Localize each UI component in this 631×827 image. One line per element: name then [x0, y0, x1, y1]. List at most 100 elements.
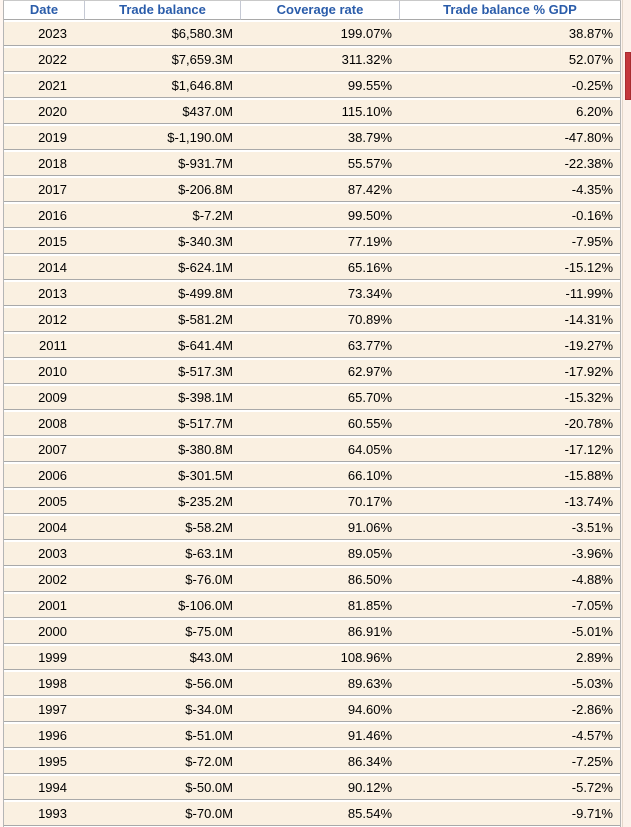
- cell-date: 2001: [4, 594, 84, 618]
- cell-gdp_pct: 38.87%: [399, 22, 620, 46]
- table-row: 2018 $-931.7M 55.57% -22.38%: [4, 152, 620, 176]
- table-row: 2011 $-641.4M 63.77% -19.27%: [4, 334, 620, 358]
- cell-gdp_pct: -15.12%: [399, 256, 620, 280]
- table-row: 2019 $-1,190.0M 38.79% -47.80%: [4, 126, 620, 150]
- cell-gdp_pct: 52.07%: [399, 48, 620, 72]
- cell-date: 2021: [4, 74, 84, 98]
- cell-gdp_pct: -19.27%: [399, 334, 620, 358]
- cell-trade_balance: $-76.0M: [84, 568, 240, 592]
- table-row: 2023 $6,580.3M 199.07% 38.87%: [4, 22, 620, 46]
- cell-trade_balance: $1,646.8M: [84, 74, 240, 98]
- table-row: 1993 $-70.0M 85.54% -9.71%: [4, 802, 620, 826]
- cell-gdp_pct: -17.92%: [399, 360, 620, 384]
- cell-gdp_pct: -3.51%: [399, 516, 620, 540]
- cell-coverage_rate: 86.91%: [240, 620, 399, 644]
- table-row: 1995 $-72.0M 86.34% -7.25%: [4, 750, 620, 774]
- cell-date: 2014: [4, 256, 84, 280]
- cell-coverage_rate: 91.46%: [240, 724, 399, 748]
- cell-date: 2005: [4, 490, 84, 514]
- cell-trade_balance: $-51.0M: [84, 724, 240, 748]
- cell-coverage_rate: 89.05%: [240, 542, 399, 566]
- cell-trade_balance: $-340.3M: [84, 230, 240, 254]
- cell-trade_balance: $-398.1M: [84, 386, 240, 410]
- cell-coverage_rate: 60.55%: [240, 412, 399, 436]
- cell-gdp_pct: -2.86%: [399, 698, 620, 722]
- cell-coverage_rate: 73.34%: [240, 282, 399, 306]
- cell-trade_balance: $-517.7M: [84, 412, 240, 436]
- cell-coverage_rate: 65.16%: [240, 256, 399, 280]
- cell-trade_balance: $-63.1M: [84, 542, 240, 566]
- table-row: 2008 $-517.7M 60.55% -20.78%: [4, 412, 620, 436]
- table-row: 1999 $43.0M 108.96% 2.89%: [4, 646, 620, 670]
- cell-gdp_pct: -0.25%: [399, 74, 620, 98]
- cell-trade_balance: $-56.0M: [84, 672, 240, 696]
- cell-coverage_rate: 89.63%: [240, 672, 399, 696]
- cell-trade_balance: $6,580.3M: [84, 22, 240, 46]
- table-row: 2012 $-581.2M 70.89% -14.31%: [4, 308, 620, 332]
- cell-trade_balance: $-641.4M: [84, 334, 240, 358]
- cell-coverage_rate: 99.50%: [240, 204, 399, 228]
- cell-gdp_pct: -7.25%: [399, 750, 620, 774]
- cell-date: 2017: [4, 178, 84, 202]
- cell-coverage_rate: 65.70%: [240, 386, 399, 410]
- table-row: 2021 $1,646.8M 99.55% -0.25%: [4, 74, 620, 98]
- table-row: 2006 $-301.5M 66.10% -15.88%: [4, 464, 620, 488]
- cell-gdp_pct: -22.38%: [399, 152, 620, 176]
- table-row: 1994 $-50.0M 90.12% -5.72%: [4, 776, 620, 800]
- cell-gdp_pct: -5.03%: [399, 672, 620, 696]
- cell-date: 2006: [4, 464, 84, 488]
- cell-trade_balance: $-235.2M: [84, 490, 240, 514]
- cell-coverage_rate: 77.19%: [240, 230, 399, 254]
- cell-trade_balance: $-72.0M: [84, 750, 240, 774]
- cell-date: 1994: [4, 776, 84, 800]
- cell-coverage_rate: 99.55%: [240, 74, 399, 98]
- cell-gdp_pct: -4.35%: [399, 178, 620, 202]
- cell-date: 1998: [4, 672, 84, 696]
- cell-trade_balance: $-931.7M: [84, 152, 240, 176]
- table-container: Date Trade balance Coverage rate Trade bala…: [3, 0, 621, 827]
- cell-gdp_pct: -47.80%: [399, 126, 620, 150]
- cell-coverage_rate: 38.79%: [240, 126, 399, 150]
- column-header-trade_balance: Trade balance: [84, 1, 240, 20]
- cell-gdp_pct: -7.95%: [399, 230, 620, 254]
- cell-coverage_rate: 94.60%: [240, 698, 399, 722]
- cell-gdp_pct: -4.88%: [399, 568, 620, 592]
- table-row: 2002 $-76.0M 86.50% -4.88%: [4, 568, 620, 592]
- cell-coverage_rate: 81.85%: [240, 594, 399, 618]
- table-row: 2009 $-398.1M 65.70% -15.32%: [4, 386, 620, 410]
- cell-coverage_rate: 70.89%: [240, 308, 399, 332]
- table-row: 1998 $-56.0M 89.63% -5.03%: [4, 672, 620, 696]
- scrollbar-track[interactable]: [622, 0, 631, 827]
- cell-coverage_rate: 108.96%: [240, 646, 399, 670]
- cell-coverage_rate: 115.10%: [240, 100, 399, 124]
- column-header-gdp_pct: Trade balance % GDP: [399, 1, 620, 20]
- cell-gdp_pct: -9.71%: [399, 802, 620, 826]
- cell-date: 2018: [4, 152, 84, 176]
- table-row: 1997 $-34.0M 94.60% -2.86%: [4, 698, 620, 722]
- cell-coverage_rate: 64.05%: [240, 438, 399, 462]
- table-row: 2004 $-58.2M 91.06% -3.51%: [4, 516, 620, 540]
- scrollbar-thumb[interactable]: [625, 52, 631, 100]
- cell-gdp_pct: 6.20%: [399, 100, 620, 124]
- cell-gdp_pct: -4.57%: [399, 724, 620, 748]
- table-body: 2023 $6,580.3M 199.07% 38.87% 2022 $7,659.3M 3…: [4, 22, 620, 826]
- cell-coverage_rate: 87.42%: [240, 178, 399, 202]
- table-row: 1996 $-51.0M 91.46% -4.57%: [4, 724, 620, 748]
- cell-date: 2009: [4, 386, 84, 410]
- cell-date: 1997: [4, 698, 84, 722]
- table-row: 2020 $437.0M 115.10% 6.20%: [4, 100, 620, 124]
- cell-date: 2011: [4, 334, 84, 358]
- cell-gdp_pct: 2.89%: [399, 646, 620, 670]
- cell-trade_balance: $-499.8M: [84, 282, 240, 306]
- table-row: 2010 $-517.3M 62.97% -17.92%: [4, 360, 620, 384]
- cell-trade_balance: $7,659.3M: [84, 48, 240, 72]
- column-header-coverage_rate: Coverage rate: [240, 1, 399, 20]
- cell-trade_balance: $-517.3M: [84, 360, 240, 384]
- cell-coverage_rate: 91.06%: [240, 516, 399, 540]
- cell-gdp_pct: -13.74%: [399, 490, 620, 514]
- cell-gdp_pct: -5.01%: [399, 620, 620, 644]
- cell-trade_balance: $-581.2M: [84, 308, 240, 332]
- cell-gdp_pct: -0.16%: [399, 204, 620, 228]
- table-row: 2001 $-106.0M 81.85% -7.05%: [4, 594, 620, 618]
